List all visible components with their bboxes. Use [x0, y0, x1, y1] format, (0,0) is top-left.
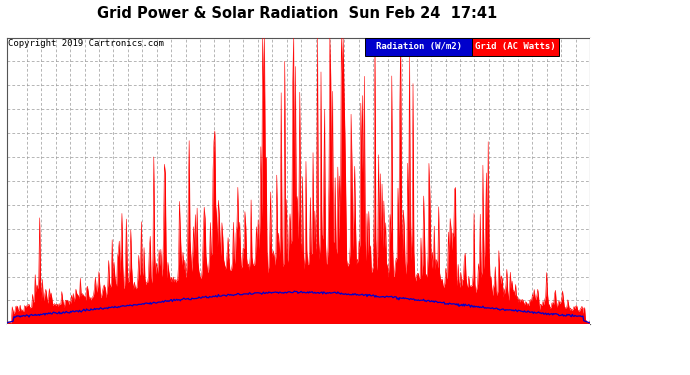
- Text: Radiation (W/m2): Radiation (W/m2): [376, 42, 462, 51]
- Text: Grid (AC Watts): Grid (AC Watts): [475, 42, 556, 51]
- Text: Copyright 2019 Cartronics.com: Copyright 2019 Cartronics.com: [8, 39, 164, 48]
- Text: Grid Power & Solar Radiation  Sun Feb 24  17:41: Grid Power & Solar Radiation Sun Feb 24 …: [97, 6, 497, 21]
